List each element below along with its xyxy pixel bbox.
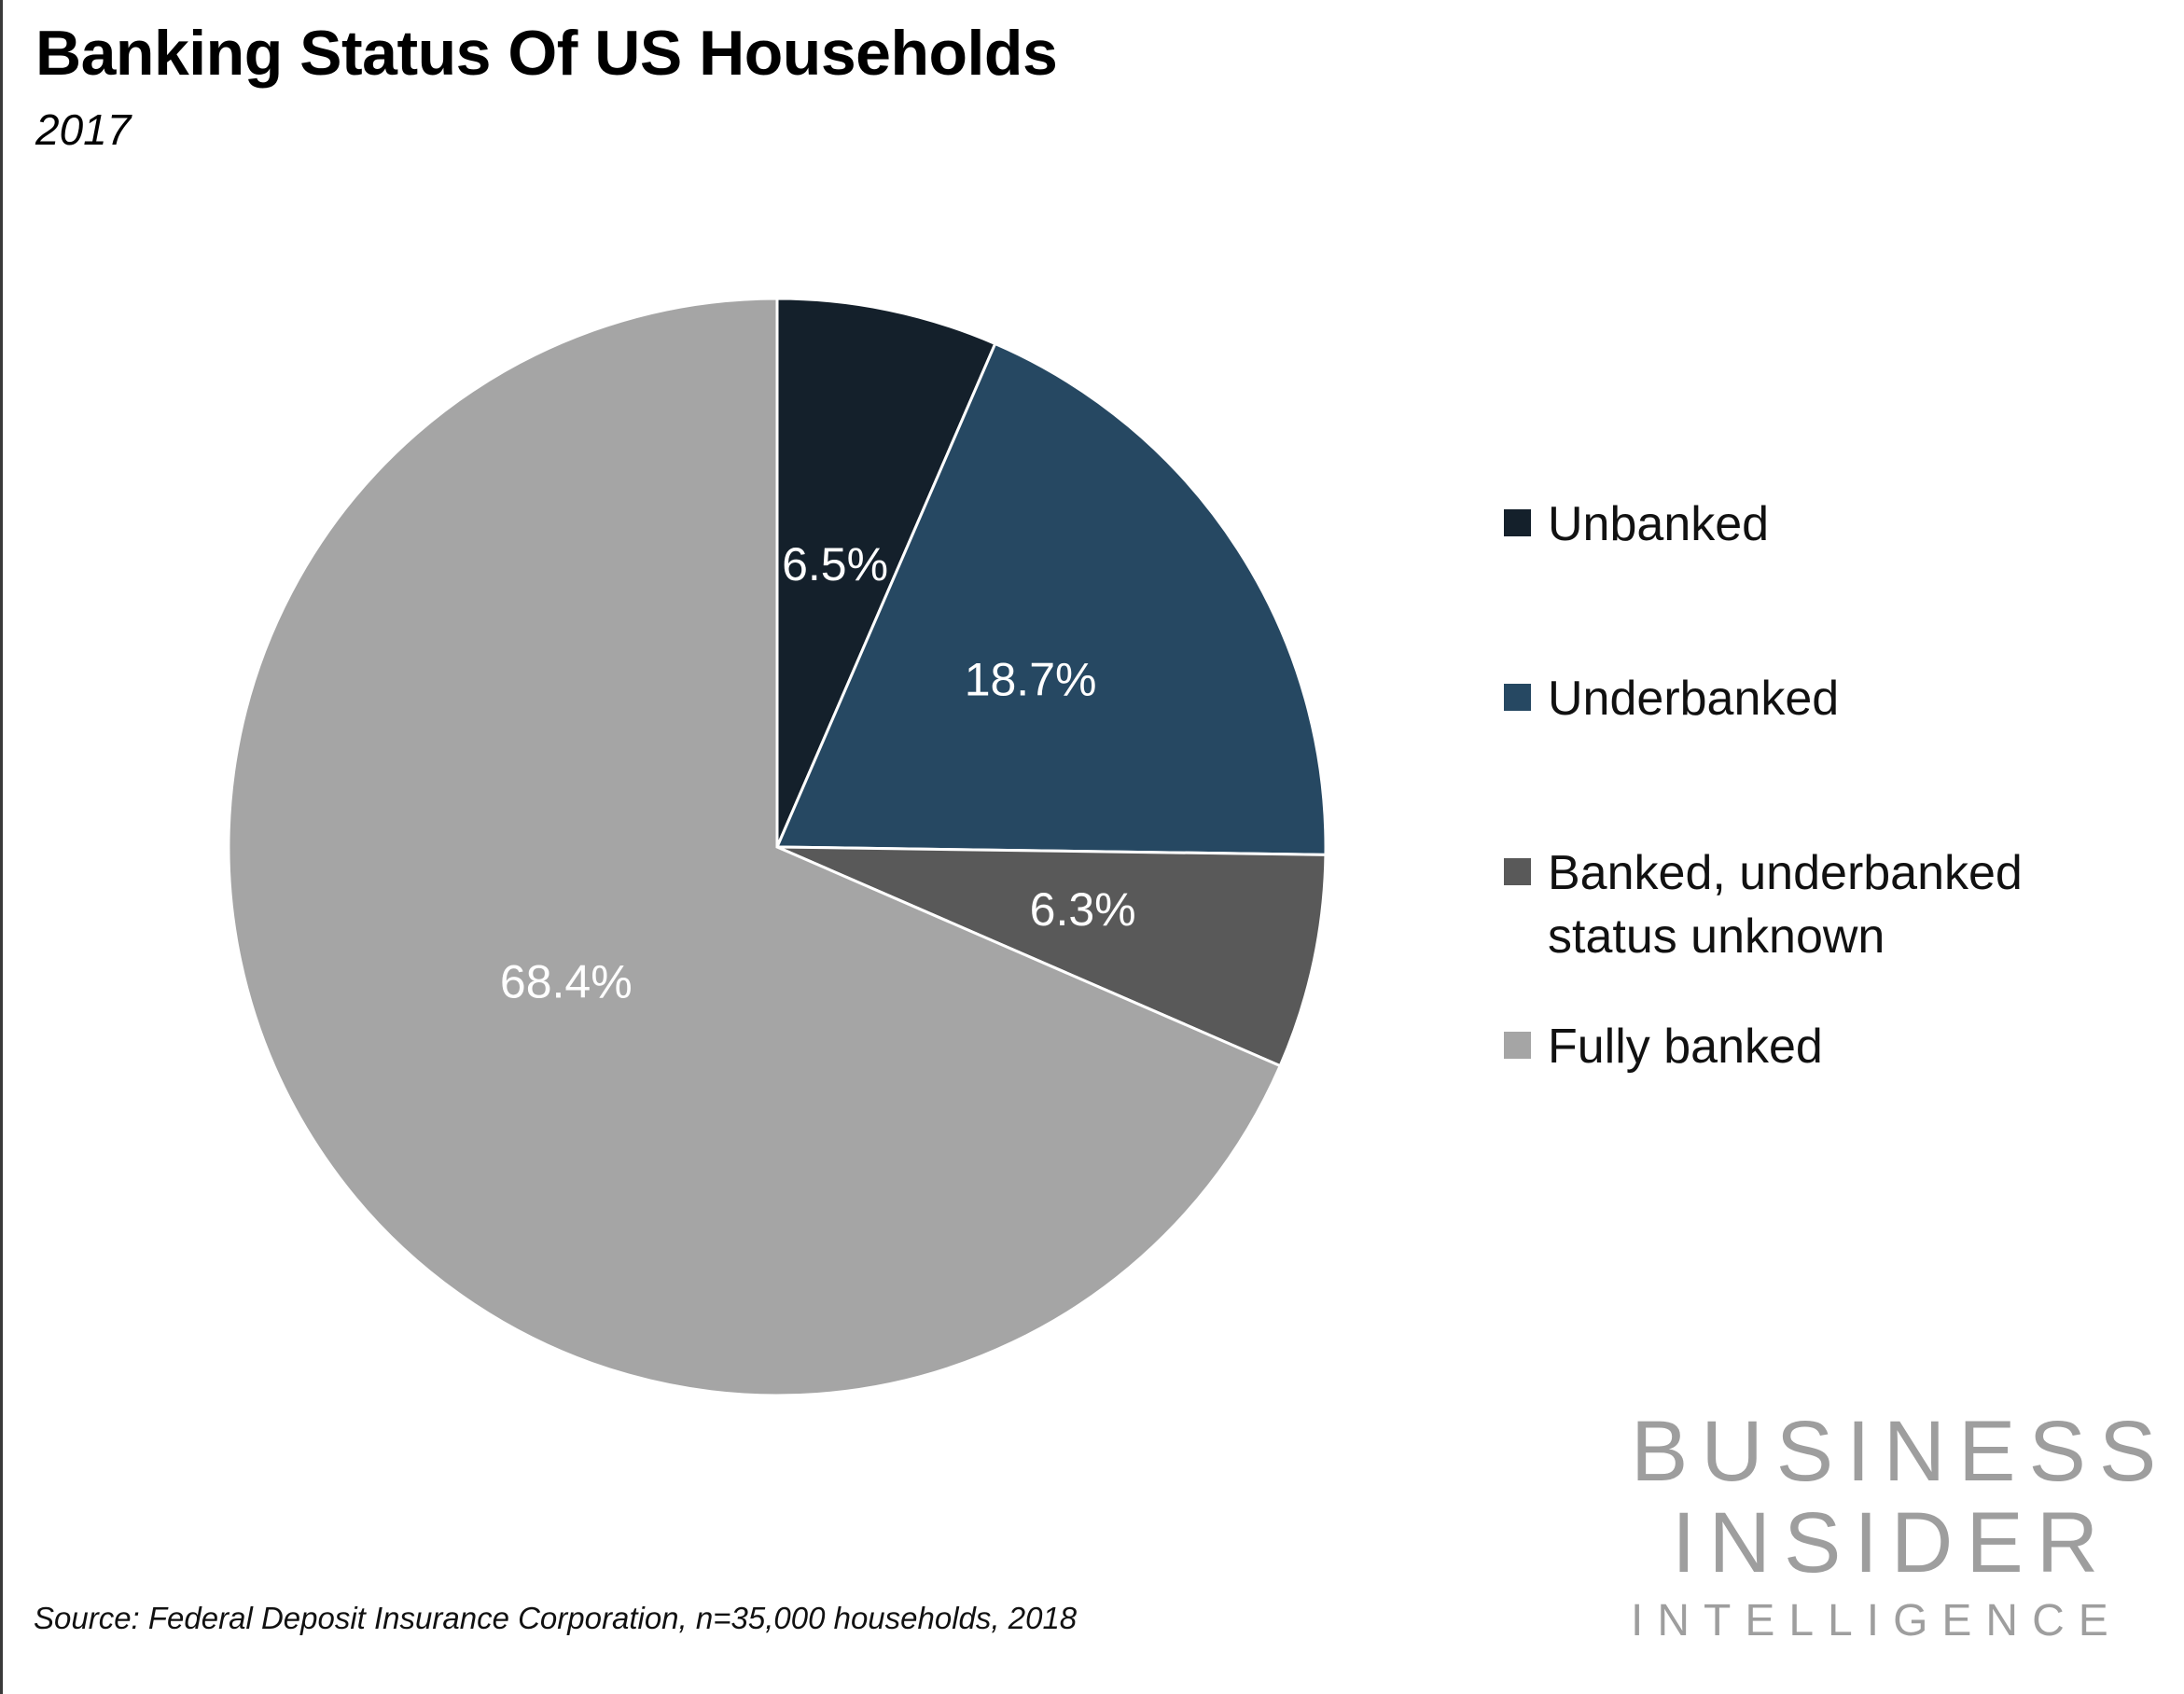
pie-slice-unbanked [775,297,997,848]
pie-data-label: 18.7% [965,654,1097,706]
pie-slice-banked-underbanked-status-unknown [776,845,1328,1068]
legend-item-underbanked: Underbanked [1504,667,1839,730]
legend-label-unbanked: Unbanked [1548,497,1770,551]
pie-slice-fully-banked [227,297,1283,1397]
pie-data-label: 68.4% [500,955,633,1007]
chart-title: Banking Status Of US Households [35,18,1058,89]
legend-label-fully-banked: Fully banked [1548,1020,1823,1074]
pie-data-label: 6.5% [782,538,888,590]
source-note: Source: Federal Deposit Insurance Corpor… [34,1601,1078,1635]
legend-swatch-banked-unknown [1504,858,1531,885]
legend-item-fully-banked: Fully banked [1504,1015,1823,1078]
pie-data-label: 6.3% [1030,883,1136,936]
legend-label-banked-unknown: Banked, underbanked status unknown [1548,841,2023,968]
chart-subtitle: 2017 [35,105,132,154]
legend-swatch-unbanked [1504,509,1531,536]
legend-item-unbanked: Unbanked [1504,493,1769,556]
legend-item-banked-unknown: Banked, underbanked status unknown [1504,841,2023,968]
legend-swatch-underbanked [1504,684,1531,711]
pie-slice-underbanked [774,341,1328,856]
business-insider-intelligence-logo: BUSINESS INSIDER INTELLIGENCE [1631,1404,2170,1645]
logo-line-business: BUSINESS [1631,1404,2170,1499]
left-border-rule [0,0,3,1694]
legend-swatch-fully-banked [1504,1032,1531,1059]
legend-label-banked-unknown-line1: Banked, underbanked [1548,846,2023,900]
legend-label-banked-unknown-line2: status unknown [1548,909,1885,964]
logo-line-intelligence: INTELLIGENCE [1631,1596,2122,1645]
legend-label-underbanked: Underbanked [1548,672,1840,726]
logo-line-insider: INSIDER [1672,1495,2112,1590]
